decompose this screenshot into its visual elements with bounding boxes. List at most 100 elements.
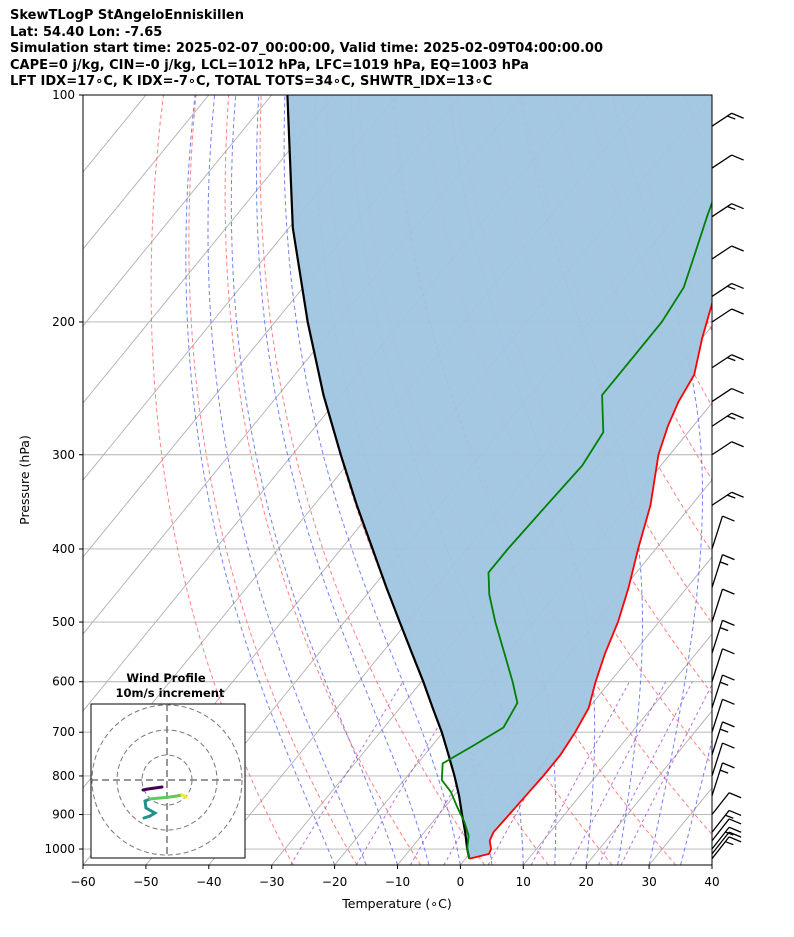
hodograph-trace [142,797,158,820]
x-tick-label: −20 [322,875,347,889]
wind-barb-staff [711,674,724,709]
wind-barb-staff [711,826,730,850]
wind-barb-flag [722,698,735,705]
y-tick-label: 100 [52,88,75,102]
wind-barb-staff [711,112,732,127]
wind-barb-flag [728,831,742,838]
wind-barb-half [727,415,736,420]
wind-barb-flag [731,354,744,361]
mixing-ratio-line [530,681,630,865]
mixing-ratio-line [290,681,404,865]
moist-adiabat [207,95,367,865]
y-tick-label: 900 [52,808,75,822]
dry-adiabat [188,95,358,865]
mixing-ratio-line [597,681,693,865]
parcel-profile-line [286,95,471,859]
mixing-ratio-line [620,683,712,865]
wind-barb-half [725,841,734,846]
wind-barb-flag [731,112,744,119]
wind-barb-staff [711,282,732,297]
y-tick-label: 400 [52,542,75,556]
isotherm--140 [83,95,210,250]
wind-barb-flag [731,245,744,252]
y-tick-label: 700 [52,725,75,739]
wind-barb-half [727,357,736,362]
wind-barb-staff [711,721,724,756]
wind-barb-flag [728,836,742,843]
hodograph-frame [90,703,246,859]
wind-barb-flag [722,648,735,655]
y-tick-label: 600 [52,675,75,689]
wind-barb-half [719,728,729,733]
location-label: Lat: 54.40 Lon: -7.65 [10,24,163,40]
dry-adiabat [783,95,794,865]
dry-adiabat [391,95,712,836]
wind-barb-flag [722,588,735,595]
isotherm--130 [83,95,273,327]
y-tick-label: 800 [52,769,75,783]
chart-title-block: SkewTLogP StAngeloEnniskillen Lat: 54.40… [10,8,603,91]
y-tick-label: 200 [52,315,75,329]
wind-barb-staff [711,831,730,855]
dry-adiabat [717,95,794,865]
indices-label-1: CAPE=0 j/kg, CIN=-0 j/kg, LCL=1012 hPa, … [10,57,529,73]
y-tick-label: 300 [52,448,75,462]
wind-barb-flag [731,203,744,210]
wind-barb-half [725,831,734,836]
wind-barb-flag [731,282,744,290]
wind-barb-flag [731,412,744,419]
moist-adiabat [283,95,461,865]
moist-adiabat [256,95,430,865]
wind-barb-half [719,626,729,632]
wind-barb-half [727,285,736,290]
x-tick-label: −50 [133,875,158,889]
wind-barb-flag [722,619,735,626]
indices-label-2: LFT IDX=17∘C, K IDX=-7∘C, TOTAL TOTS=34∘… [10,74,493,89]
wind-barb-flag [728,792,742,799]
moist-adiabat [711,863,712,865]
wind-barb-flag [722,515,735,522]
mixing-ratio-line [409,681,517,865]
dewpoint-profile-line [440,200,712,859]
wind-barb-flag [728,826,742,833]
wind-barb-staff [711,554,724,588]
isotherm--120 [83,95,335,404]
wind-barb-staff [711,441,732,456]
wind-barb-staff [711,515,724,550]
wind-barb-staff [711,491,732,506]
wind-barb-flag [722,674,735,681]
inset-title: Wind Profile [126,671,206,685]
wind-barb-staff [711,648,724,682]
x-tick-label: −60 [70,875,95,889]
plot-area [83,95,794,865]
isotherm-40 [711,864,712,865]
wind-barb-flag [731,308,744,315]
wind-barb-staff [711,699,724,733]
wind-barb-staff [711,388,732,403]
wind-barbs [711,112,744,860]
isotherm-10 [522,633,712,865]
wind-barb-staff [711,742,724,777]
wind-barb-staff [711,588,724,623]
wind-barb-half [719,681,729,686]
wind-barb-staff [711,620,724,654]
wind-barb-staff [711,810,730,833]
mixing-ratio-line [569,681,667,865]
isotherm-20 [585,710,712,865]
hodograph-trace [148,793,184,801]
hodograph-inset: Wind Profile 10m/s increment [90,671,246,859]
temperature-profile-line [469,300,712,860]
axes: −60 −50 −40 −30 −20 −10 0 10 20 30 40 1000 900 800 700… [44,88,719,889]
x-tick-label: 0 [457,875,465,889]
dry-adiabat [750,95,794,865]
wind-barb-half [719,769,729,774]
wind-barb-half [719,561,729,566]
wind-barb-flag [731,387,744,395]
dry-adiabat [150,95,294,865]
wind-barb-half [727,494,736,499]
wind-barb-staff [711,818,730,842]
wind-barb-flag [722,721,735,728]
wind-barb-flag [728,818,742,825]
y-axis-title: Pressure (hPa) [17,435,32,525]
